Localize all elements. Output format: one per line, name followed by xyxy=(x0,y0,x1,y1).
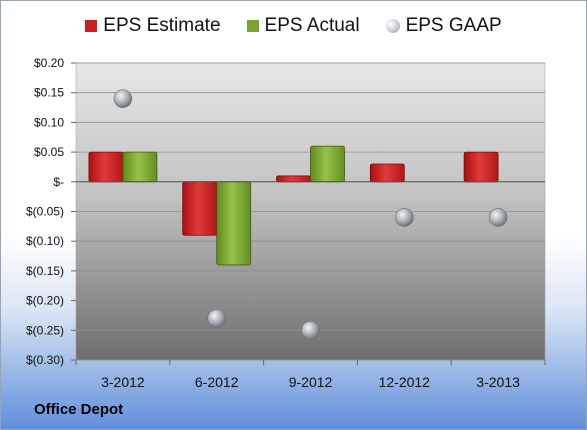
estimate-bar xyxy=(463,151,499,183)
estimate-bar xyxy=(182,181,218,236)
legend-label-gaap: EPS GAAP xyxy=(405,15,502,36)
estimate-bar xyxy=(276,175,311,183)
company-name: Office Depot xyxy=(34,401,124,418)
x-tick-label: 3-2012 xyxy=(101,374,145,390)
gaap-point xyxy=(207,309,226,328)
y-tick-label: $0.15 xyxy=(34,86,64,100)
x-tick-label: 6-2012 xyxy=(195,374,239,390)
estimate-bar xyxy=(369,163,405,183)
gaap-point xyxy=(394,208,414,227)
legend-label-estimate: EPS Estimate xyxy=(103,15,221,36)
actual-bar xyxy=(122,151,158,183)
chart-legend: EPS Estimate EPS Actual EPS GAAP xyxy=(1,15,586,37)
x-tick-label: 3-2013 xyxy=(476,374,520,390)
estimate-swatch-icon xyxy=(85,20,98,32)
legend-item-estimate: EPS Estimate xyxy=(85,15,221,37)
legend-label-actual: EPS Actual xyxy=(264,15,360,36)
x-tick-label: 12-2012 xyxy=(379,374,431,390)
actual-bar xyxy=(310,145,345,183)
gaap-swatch-icon xyxy=(385,19,400,33)
y-tick-label: $(0.25) xyxy=(26,323,64,337)
gaap-point xyxy=(301,320,320,340)
y-tick-label: $0.10 xyxy=(34,115,64,129)
x-tick-label: 9-2012 xyxy=(289,374,333,390)
legend-item-actual: EPS Actual xyxy=(246,15,360,37)
y-tick-label: $0.20 xyxy=(34,56,64,70)
y-tick-label: $(0.15) xyxy=(26,264,64,278)
actual-swatch-icon xyxy=(246,20,259,32)
y-tick-label: $0.05 xyxy=(34,145,64,159)
y-tick-label: $(0.10) xyxy=(26,234,64,248)
gaap-point xyxy=(113,89,133,108)
legend-item-gaap: EPS GAAP xyxy=(385,15,502,37)
gaap-point xyxy=(488,208,508,227)
y-tick-label: $(0.30) xyxy=(26,353,64,367)
y-tick-label: $(0.05) xyxy=(26,205,64,219)
estimate-bar xyxy=(88,151,124,183)
actual-bar xyxy=(216,181,252,266)
y-tick-label: $- xyxy=(53,175,64,189)
y-tick-label: $(0.20) xyxy=(26,294,64,308)
